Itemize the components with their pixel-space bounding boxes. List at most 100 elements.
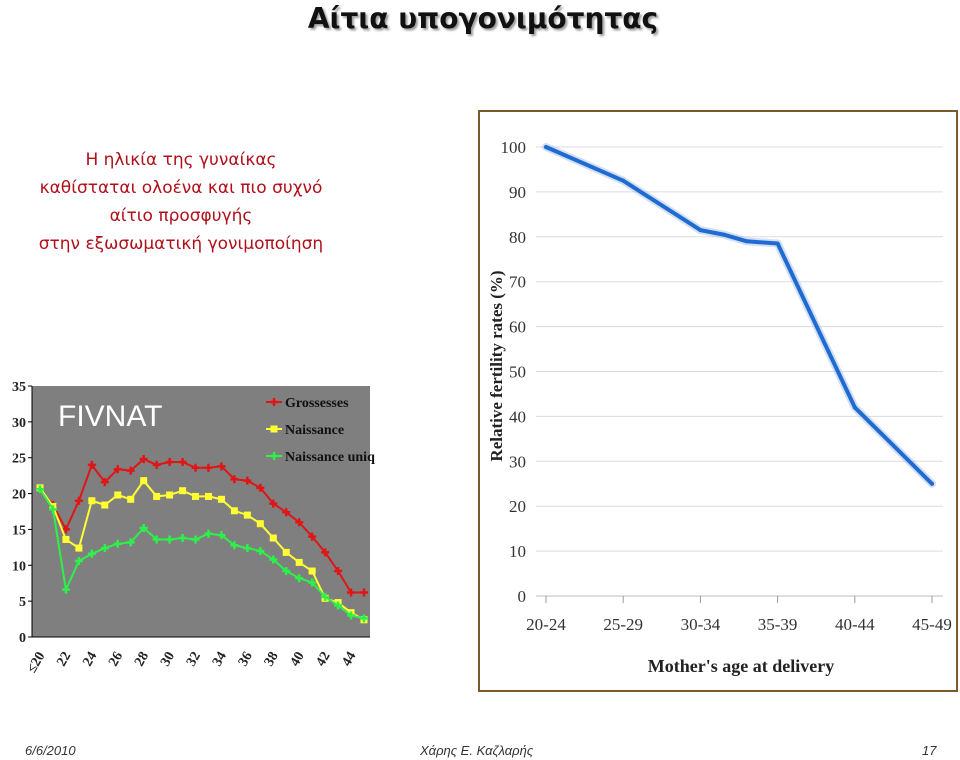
data-point <box>75 544 83 552</box>
legend-label: Naissance <box>285 423 344 438</box>
x-tick-label: 40 <box>288 650 308 670</box>
x-axis-title: Mother's age at delivery <box>648 656 834 676</box>
data-point <box>243 544 252 553</box>
legend-marker <box>270 398 278 406</box>
data-point <box>698 228 703 233</box>
y-tick-label: 30 <box>12 416 26 431</box>
x-tick-label: 30-34 <box>681 615 721 634</box>
data-point <box>282 548 290 556</box>
data-point <box>36 485 44 494</box>
y-tick-label: 0 <box>518 587 527 606</box>
data-point <box>256 520 264 528</box>
y-tick-label: 40 <box>509 407 526 426</box>
x-tick-label: 44 <box>340 650 360 670</box>
legend-marker <box>270 425 278 433</box>
data-point <box>347 588 356 597</box>
data-point <box>100 544 109 553</box>
data-point <box>852 405 857 410</box>
data-point <box>140 477 148 485</box>
data-point <box>744 239 749 244</box>
data-point <box>153 492 161 500</box>
data-point <box>61 525 70 534</box>
x-tick-label: 40-44 <box>835 615 875 634</box>
data-point <box>230 475 239 484</box>
y-tick-label: 100 <box>501 138 527 157</box>
data-point <box>113 539 122 548</box>
intro-text: Η ηλικία της γυναίκας καθίσταται ολοένα … <box>0 146 362 258</box>
data-point <box>166 491 174 499</box>
y-tick-label: 80 <box>509 228 526 247</box>
y-tick-label: 25 <box>12 452 26 467</box>
data-point <box>62 535 70 543</box>
x-tick-label: 28 <box>132 650 152 670</box>
data-point <box>113 465 122 474</box>
fivnat-chart: 0 5 10 15 20 25 30 35 ≤20 22 24 26 28 30 32 34 36 38 40 42 4… <box>0 378 389 700</box>
data-point <box>544 145 548 149</box>
y-tick-label: 20 <box>509 497 526 516</box>
series-line <box>544 145 934 486</box>
x-tick-label: ≤20 <box>25 650 49 676</box>
data-point <box>100 478 109 487</box>
y-tick-label: 90 <box>509 183 526 202</box>
data-point <box>230 507 238 515</box>
data-point <box>621 178 626 183</box>
y-tick-label: 10 <box>509 542 526 561</box>
data-point <box>179 487 187 495</box>
legend-label: Grossesses <box>285 396 349 411</box>
data-point <box>178 534 187 543</box>
data-point <box>191 535 200 544</box>
data-point <box>321 592 330 601</box>
y-tick-label: 15 <box>12 523 26 538</box>
data-point <box>269 534 277 542</box>
data-point <box>321 548 330 557</box>
intro-line: στην εξωσωματική γονιμοποίηση <box>38 234 324 254</box>
data-point <box>217 531 226 540</box>
data-point <box>204 492 212 500</box>
data-point <box>308 532 317 541</box>
footer-date: 6/6/2010 <box>25 743 76 758</box>
data-point <box>282 508 291 517</box>
data-point <box>269 555 278 564</box>
intro-line: καθίσταται ολοένα και πιο συχνό <box>39 178 323 198</box>
data-point <box>295 574 304 583</box>
data-point <box>74 556 83 565</box>
data-point <box>204 529 213 538</box>
data-point <box>243 476 252 485</box>
data-point <box>139 455 148 464</box>
y-tick-label: 0 <box>19 631 26 646</box>
y-tick-label: 70 <box>509 273 526 292</box>
chart-frame <box>478 110 958 692</box>
intro-line: Η ηλικία της γυναίκας <box>85 150 277 170</box>
data-point <box>217 495 225 503</box>
data-point <box>87 549 96 558</box>
x-tick-label: 24 <box>80 650 100 670</box>
data-point <box>165 535 174 544</box>
data-point <box>61 585 70 594</box>
chart-watermark: FIVNAT <box>58 400 162 433</box>
data-point <box>282 567 291 576</box>
data-point <box>308 578 317 587</box>
data-point <box>204 463 213 472</box>
data-point <box>230 541 239 550</box>
data-point <box>87 460 96 469</box>
y-tick-label: 5 <box>19 595 26 610</box>
y-tick-label: 60 <box>509 318 526 337</box>
x-tick-label: 22 <box>54 650 74 670</box>
data-point <box>192 492 200 500</box>
data-point <box>165 458 174 467</box>
data-point <box>334 567 343 576</box>
footer-page-number: 17 <box>922 743 937 758</box>
data-point <box>295 558 303 566</box>
data-point <box>48 505 57 514</box>
intro-line: αίτιο προσφυγής <box>109 206 253 226</box>
data-point <box>360 614 368 623</box>
data-point <box>347 611 356 620</box>
y-tick-label: 20 <box>12 488 26 503</box>
fertility-chart: 0 10 20 30 40 50 60 70 80 90 100 20-24 25-29 30-34 35-… <box>478 110 958 692</box>
fertility-chart-svg: 0 10 20 30 40 50 60 70 80 90 100 20-24 25-29 30-34 35-… <box>478 110 958 692</box>
x-tick-label: 42 <box>314 650 334 670</box>
data-point <box>88 497 96 505</box>
x-tick-label: 25-29 <box>603 615 643 634</box>
data-point <box>114 491 122 499</box>
data-point <box>139 523 148 532</box>
